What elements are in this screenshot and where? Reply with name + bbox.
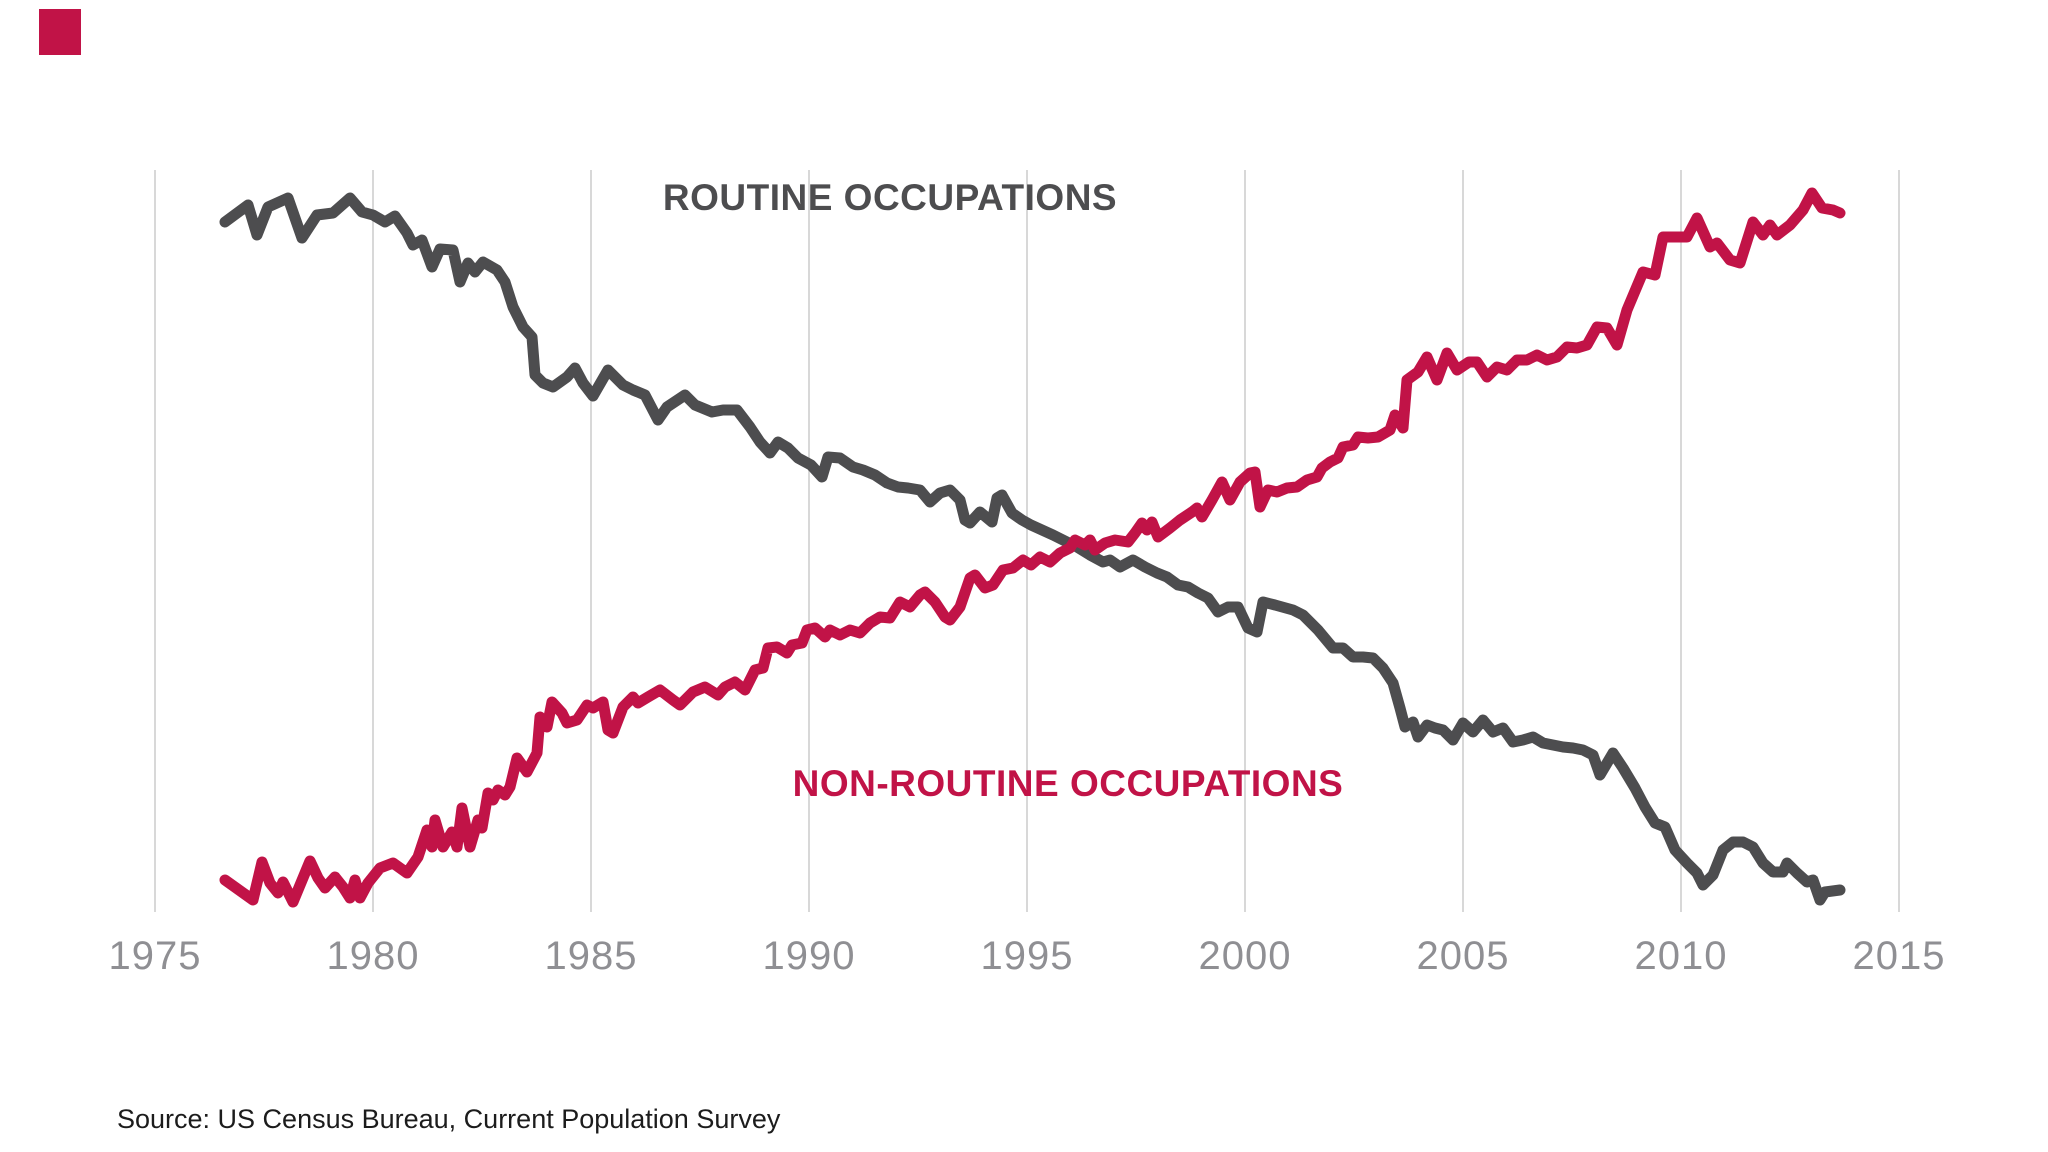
x-tick-1980: 1980 [326, 934, 420, 978]
x-tick-2010: 2010 [1634, 934, 1728, 978]
routine-series-label: ROUTINE OCCUPATIONS [662, 177, 1118, 218]
x-tick-1985: 1985 [544, 934, 638, 978]
routine-line [219, 192, 1846, 906]
nonroutine-line [219, 187, 1846, 908]
x-tick-1975: 1975 [108, 934, 202, 978]
x-tick-2005: 2005 [1416, 934, 1510, 978]
x-tick-1995: 1995 [980, 934, 1074, 978]
x-tick-2000: 2000 [1198, 934, 1292, 978]
nonroutine-series-label: NON-ROUTINE OCCUPATIONS [792, 763, 1344, 804]
source-note: Source: US Census Bureau, Current Popula… [117, 1104, 781, 1134]
x-tick-1990: 1990 [762, 934, 856, 978]
logo-mark [39, 9, 81, 55]
x-tick-2015: 2015 [1852, 934, 1946, 978]
